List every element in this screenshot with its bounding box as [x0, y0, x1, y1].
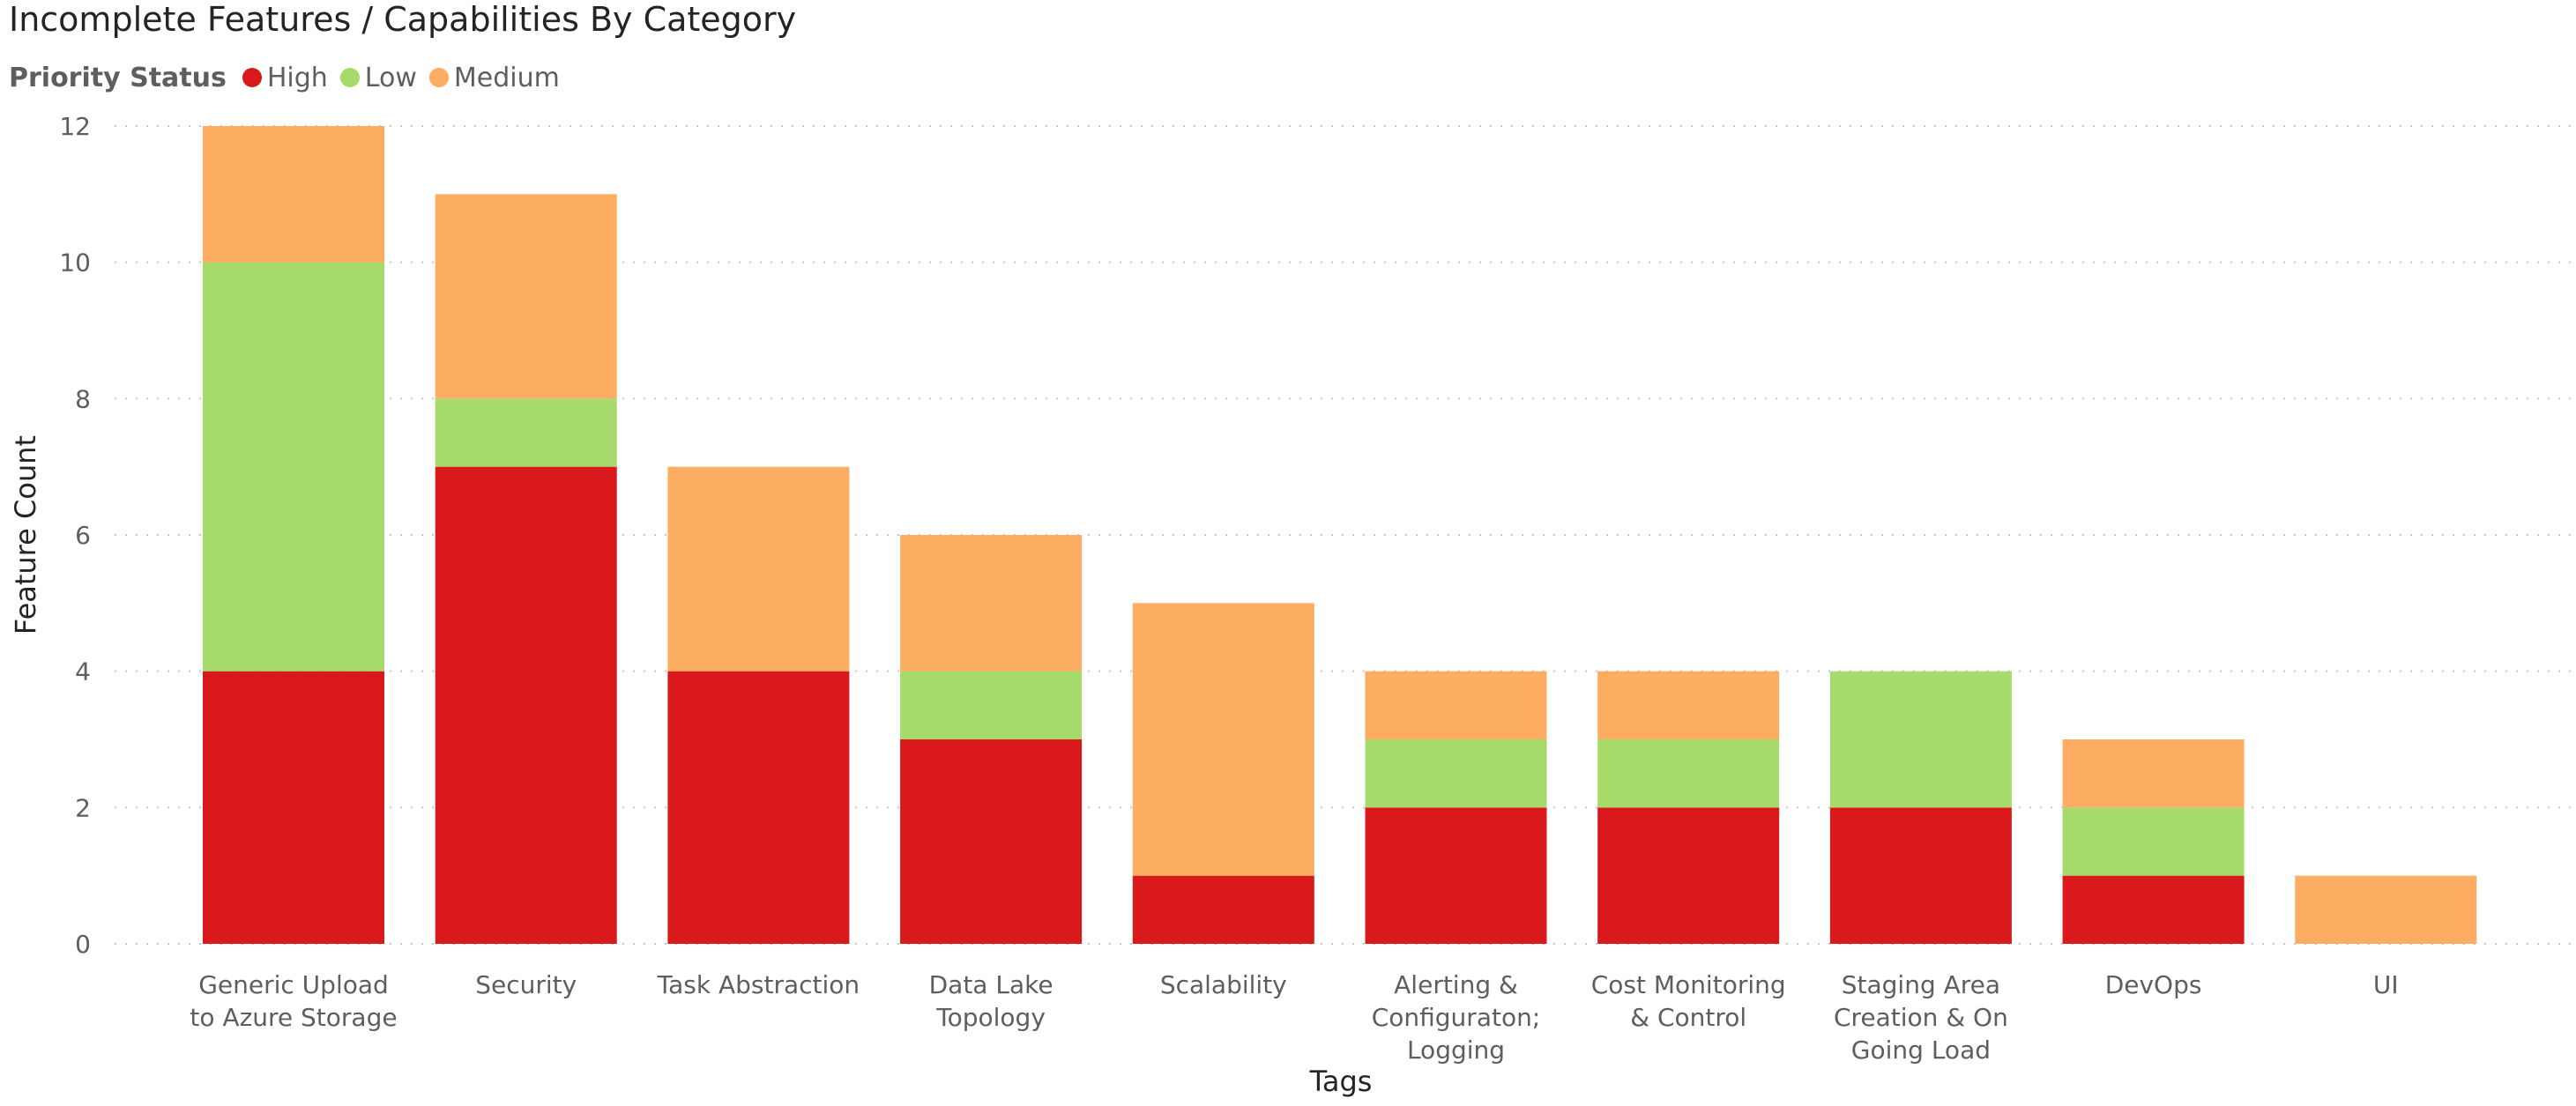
x-tick-label: Generic Upload to Azure Storage — [190, 970, 397, 1032]
x-tick-label: Alerting & Configuraton; Logging — [1372, 970, 1541, 1065]
x-tick-label: Scalability — [1160, 970, 1287, 999]
legend-dot-low-icon — [339, 68, 360, 87]
x-tick-label: DevOps — [2105, 970, 2202, 999]
bar-segment-low[interactable] — [2062, 807, 2245, 876]
bar-segment-low[interactable] — [203, 262, 384, 672]
bar-segment-high[interactable] — [2062, 875, 2245, 944]
bar-segment-high[interactable] — [203, 671, 384, 944]
bar-segment-medium[interactable] — [1597, 671, 1780, 739]
bar-segment-low[interactable] — [1597, 739, 1780, 808]
legend-item-high[interactable]: High — [242, 63, 328, 93]
bar-segment-high[interactable] — [1365, 807, 1547, 944]
x-axis: Generic Upload to Azure Storage Security Ta… — [190, 970, 2398, 1065]
legend-label-low: Low — [364, 62, 417, 93]
bar-segment-medium[interactable] — [667, 466, 850, 672]
y-tick-label: 8 — [75, 384, 91, 413]
legend-label-high: High — [266, 62, 328, 93]
y-axis-title: Feature Count — [9, 435, 42, 635]
x-tick-label: UI — [2373, 970, 2399, 999]
x-tick-label: Staging Area Creation & On Going Load — [1834, 970, 2008, 1065]
bar-segment-high[interactable] — [1829, 807, 2012, 944]
chart-title: Incomplete Features / Capabilities By Ca… — [9, 0, 797, 39]
y-tick-label: 4 — [75, 657, 91, 687]
bar-segment-medium[interactable] — [2062, 739, 2245, 808]
x-tick-label: Task Abstraction — [657, 970, 860, 999]
y-tick-label: 0 — [75, 930, 91, 959]
x-axis-title: Tags — [1309, 1065, 1373, 1098]
bar-segment-medium[interactable] — [1365, 671, 1547, 739]
legend-item-medium[interactable]: Medium — [428, 62, 560, 93]
bar-segment-medium[interactable] — [900, 535, 1083, 672]
bar-segment-high[interactable] — [1597, 807, 1780, 944]
legend-label-medium: Medium — [453, 62, 560, 93]
bar-segment-high[interactable] — [1132, 875, 1314, 944]
bar-segment-low[interactable] — [435, 398, 617, 467]
bar-segment-low[interactable] — [900, 671, 1083, 739]
bar-segment-low[interactable] — [1365, 739, 1547, 808]
bar-segment-medium[interactable] — [435, 194, 617, 399]
legend-dot-medium-icon — [428, 68, 449, 87]
legend-title: Priority Status — [9, 62, 227, 93]
bar-segment-high[interactable] — [435, 466, 617, 944]
y-tick-label: 2 — [75, 793, 91, 822]
legend: Priority Status High Low Medium — [9, 60, 572, 95]
x-tick-label: Cost Monitoring & Control — [1591, 970, 1786, 1032]
x-tick-label: Data Lake Topology — [929, 970, 1053, 1032]
legend-item-low[interactable]: Low — [339, 62, 417, 93]
y-tick-label: 6 — [75, 521, 91, 550]
y-axis: 0 2 4 6 8 10 12 — [59, 112, 91, 959]
bar-segment-low[interactable] — [1829, 671, 2012, 808]
bar-segment-high[interactable] — [900, 739, 1083, 944]
legend-dot-high-icon — [242, 68, 262, 87]
bar-segment-medium[interactable] — [2295, 875, 2477, 944]
y-tick-label: 12 — [59, 112, 91, 141]
bars — [203, 126, 2477, 944]
bar-segment-medium[interactable] — [203, 126, 384, 263]
bar-segment-high[interactable] — [667, 671, 850, 944]
x-tick-label: Security — [475, 970, 577, 999]
bar-segment-medium[interactable] — [1132, 603, 1314, 876]
y-tick-label: 10 — [59, 249, 91, 278]
